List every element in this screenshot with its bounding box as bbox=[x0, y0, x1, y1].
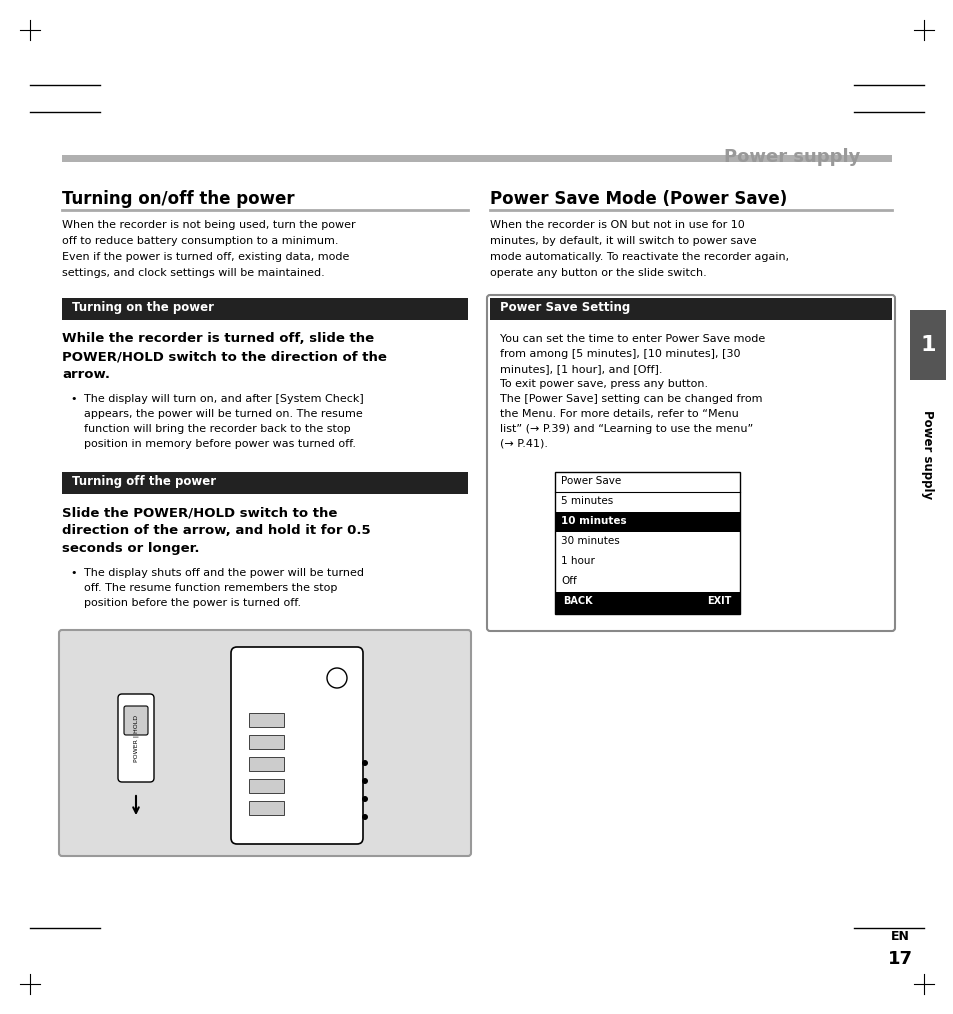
Text: position before the power is turned off.: position before the power is turned off. bbox=[84, 598, 301, 608]
Text: Power supply: Power supply bbox=[723, 148, 859, 166]
FancyBboxPatch shape bbox=[231, 647, 363, 844]
Text: POWER | HOLD: POWER | HOLD bbox=[133, 715, 138, 762]
Text: Turning on/off the power: Turning on/off the power bbox=[62, 190, 294, 208]
Text: Power Save: Power Save bbox=[560, 476, 620, 486]
Text: off. The resume function remembers the stop: off. The resume function remembers the s… bbox=[84, 583, 337, 593]
Text: Power Save Mode (Power Save): Power Save Mode (Power Save) bbox=[490, 190, 786, 208]
Bar bbox=[555, 512, 740, 532]
Text: list” (→ P.39) and “Learning to use the menu”: list” (→ P.39) and “Learning to use the … bbox=[499, 424, 753, 434]
Circle shape bbox=[361, 814, 368, 820]
Bar bbox=[249, 779, 284, 793]
Text: Power supply: Power supply bbox=[921, 410, 934, 499]
Bar bbox=[62, 472, 468, 494]
Text: 1: 1 bbox=[920, 335, 935, 355]
Text: When the recorder is not being used, turn the power: When the recorder is not being used, tur… bbox=[62, 220, 355, 230]
Text: 17: 17 bbox=[886, 950, 911, 968]
Text: 1 hour: 1 hour bbox=[560, 556, 595, 566]
Circle shape bbox=[327, 668, 347, 689]
Text: 30 minutes: 30 minutes bbox=[560, 536, 619, 546]
Text: EN: EN bbox=[890, 930, 908, 943]
Text: The display shuts off and the power will be turned: The display shuts off and the power will… bbox=[84, 568, 364, 578]
Text: mode automatically. To reactivate the recorder again,: mode automatically. To reactivate the re… bbox=[490, 252, 788, 262]
Bar bbox=[249, 801, 284, 815]
Text: POWER/HOLD switch to the direction of the: POWER/HOLD switch to the direction of th… bbox=[62, 350, 387, 363]
Bar bbox=[909, 310, 945, 380]
Text: direction of the arrow, and hold it for 0.5: direction of the arrow, and hold it for … bbox=[62, 524, 370, 537]
Bar bbox=[555, 472, 740, 614]
Circle shape bbox=[361, 796, 368, 802]
FancyBboxPatch shape bbox=[118, 694, 153, 782]
Circle shape bbox=[361, 760, 368, 766]
FancyBboxPatch shape bbox=[124, 706, 148, 735]
Text: arrow.: arrow. bbox=[62, 368, 110, 381]
Bar bbox=[62, 298, 468, 320]
Text: When the recorder is ON but not in use for 10: When the recorder is ON but not in use f… bbox=[490, 220, 744, 230]
FancyBboxPatch shape bbox=[486, 295, 894, 631]
Circle shape bbox=[361, 778, 368, 784]
Text: BACK: BACK bbox=[562, 596, 592, 606]
Text: EXIT: EXIT bbox=[707, 596, 731, 606]
Text: The [Power Save] setting can be changed from: The [Power Save] setting can be changed … bbox=[499, 394, 761, 404]
Text: To exit power save, press any button.: To exit power save, press any button. bbox=[499, 379, 707, 389]
Text: While the recorder is turned off, slide the: While the recorder is turned off, slide … bbox=[62, 332, 374, 345]
Text: You can set the time to enter Power Save mode: You can set the time to enter Power Save… bbox=[499, 334, 764, 344]
Text: off to reduce battery consumption to a minimum.: off to reduce battery consumption to a m… bbox=[62, 236, 338, 246]
Text: from among [5 minutes], [10 minutes], [30: from among [5 minutes], [10 minutes], [3… bbox=[499, 349, 740, 359]
Text: seconds or longer.: seconds or longer. bbox=[62, 542, 199, 555]
Text: Turning off the power: Turning off the power bbox=[71, 475, 216, 488]
Text: appears, the power will be turned on. The resume: appears, the power will be turned on. Th… bbox=[84, 409, 362, 419]
FancyBboxPatch shape bbox=[59, 630, 471, 856]
Text: Power Save Setting: Power Save Setting bbox=[499, 301, 630, 314]
Bar bbox=[555, 592, 740, 614]
Text: (→ P.41).: (→ P.41). bbox=[499, 439, 547, 449]
Text: The display will turn on, and after [System Check]: The display will turn on, and after [Sys… bbox=[84, 394, 363, 404]
Text: 5 minutes: 5 minutes bbox=[560, 496, 613, 506]
Text: position in memory before power was turned off.: position in memory before power was turn… bbox=[84, 439, 355, 449]
Text: •: • bbox=[70, 394, 76, 404]
Text: function will bring the recorder back to the stop: function will bring the recorder back to… bbox=[84, 424, 351, 434]
Text: 10 minutes: 10 minutes bbox=[560, 516, 626, 526]
Text: operate any button or the slide switch.: operate any button or the slide switch. bbox=[490, 268, 706, 278]
Text: Turning on the power: Turning on the power bbox=[71, 301, 213, 314]
Text: Even if the power is turned off, existing data, mode: Even if the power is turned off, existin… bbox=[62, 252, 349, 262]
Bar bbox=[249, 735, 284, 749]
Bar bbox=[490, 298, 891, 320]
Text: •: • bbox=[70, 568, 76, 578]
Bar bbox=[249, 713, 284, 727]
Text: Slide the POWER/HOLD switch to the: Slide the POWER/HOLD switch to the bbox=[62, 506, 337, 519]
Text: minutes], [1 hour], and [Off].: minutes], [1 hour], and [Off]. bbox=[499, 364, 661, 374]
Bar bbox=[62, 155, 891, 162]
Text: the Menu. For more details, refer to “Menu: the Menu. For more details, refer to “Me… bbox=[499, 409, 738, 419]
Text: Off: Off bbox=[560, 576, 577, 586]
Text: minutes, by default, it will switch to power save: minutes, by default, it will switch to p… bbox=[490, 236, 756, 246]
Text: settings, and clock settings will be maintained.: settings, and clock settings will be mai… bbox=[62, 268, 324, 278]
Bar bbox=[249, 757, 284, 771]
